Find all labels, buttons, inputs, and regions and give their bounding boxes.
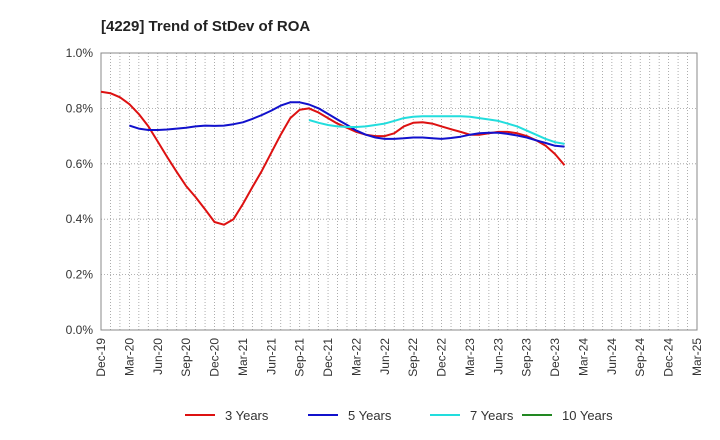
- y-tick-label: 0.2%: [66, 268, 94, 282]
- legend-label: 5 Years: [348, 408, 392, 423]
- x-tick-label: Jun-23: [491, 338, 505, 375]
- x-tick-label: Dec-20: [208, 338, 222, 377]
- x-tick-label: Jun-20: [151, 338, 165, 375]
- x-tick-label: Jun-22: [378, 338, 392, 375]
- y-tick-label: 1.0%: [66, 46, 94, 60]
- x-tick-label: Mar-21: [236, 338, 250, 376]
- x-tick-label: Sep-23: [520, 338, 534, 377]
- x-tick-label: Jun-21: [264, 338, 278, 375]
- series-line-3-years: [100, 90, 566, 226]
- x-tick-label: Dec-24: [662, 338, 676, 377]
- x-tick-label: Dec-22: [435, 338, 449, 377]
- x-tick-label: Sep-21: [293, 338, 307, 377]
- legend-label: 3 Years: [225, 408, 269, 423]
- y-tick-label: 0.4%: [66, 212, 94, 226]
- y-tick-label: 0.0%: [66, 323, 94, 337]
- x-tick-label: Mar-22: [349, 338, 363, 376]
- series-line-7-years: [308, 115, 565, 145]
- x-tick-label: Sep-24: [633, 338, 647, 377]
- x-tick-label: Sep-20: [179, 338, 193, 377]
- x-tick-label: Sep-22: [406, 338, 420, 377]
- x-tick-label: Dec-23: [548, 338, 562, 377]
- x-tick-label: Jun-24: [605, 338, 619, 375]
- x-tick-label: Mar-23: [463, 338, 477, 376]
- plot-area-border: [100, 52, 698, 331]
- x-tick-label: Mar-24: [576, 338, 590, 376]
- x-tick-label: Mar-20: [122, 338, 136, 376]
- legend-label: 7 Years: [470, 408, 514, 423]
- x-tick-label: Mar-25: [690, 338, 704, 376]
- legend-label: 10 Years: [562, 408, 613, 423]
- y-tick-label: 0.6%: [66, 157, 94, 171]
- series-line-5-years: [129, 101, 565, 148]
- chart-title: [4229] Trend of StDev of ROA: [101, 18, 310, 35]
- x-tick-label: Dec-21: [321, 338, 335, 377]
- x-tick-label: Dec-19: [94, 338, 108, 377]
- y-tick-label: 0.8%: [66, 101, 94, 115]
